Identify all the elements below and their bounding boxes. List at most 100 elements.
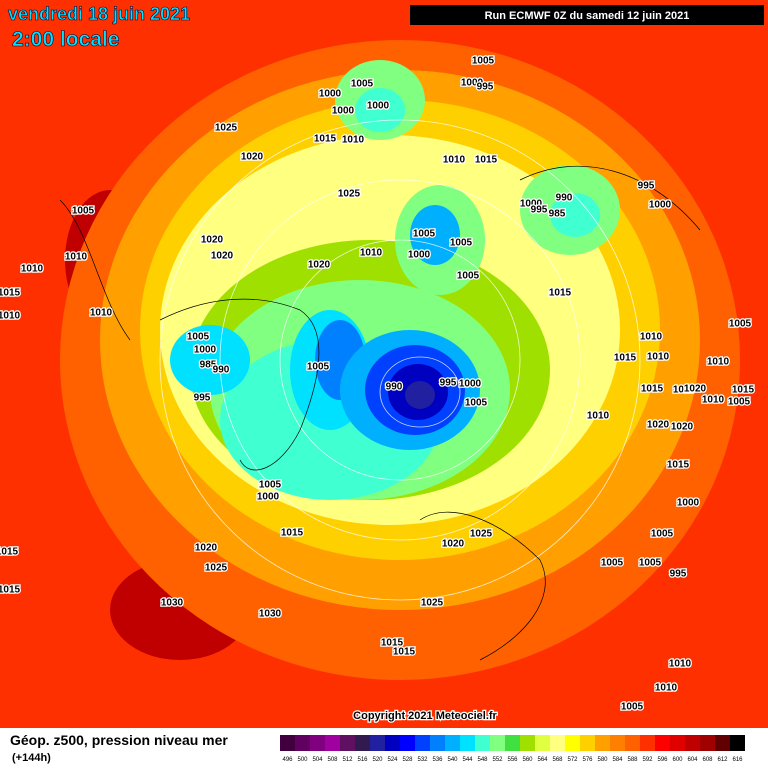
colorbar-swatch <box>370 735 385 751</box>
colorbar-swatch <box>715 735 730 751</box>
isobar-label: 1020 <box>308 260 331 271</box>
isobar-label: 1015 <box>0 288 21 299</box>
isobar-label: 1020 <box>647 420 670 431</box>
isobar-label: 1000 <box>319 89 342 100</box>
colorbar-label: 504 <box>312 757 323 763</box>
colorbar-swatch <box>670 735 685 751</box>
isobar-label: 1010 <box>669 659 692 670</box>
isobar-label: 1030 <box>259 609 282 620</box>
isobar-label: 1000 <box>408 250 431 261</box>
isobar-label: 1010 <box>647 352 670 363</box>
isobar-label: 1010 <box>707 357 730 368</box>
isobar-label: 1015 <box>641 384 664 395</box>
isobar-label: 1015 <box>393 647 416 658</box>
isobar-label: 1000 <box>257 492 280 503</box>
isobar-label: 995 <box>194 393 211 404</box>
colorbar-swatch <box>415 735 430 751</box>
run-info: Run ECMWF 0Z du samedi 12 juin 2021 <box>485 10 690 22</box>
colorbar-label: 552 <box>492 757 503 763</box>
colorbar-label: 584 <box>612 757 623 763</box>
isobar-label: 1010 <box>702 395 725 406</box>
isobar-label: 1020 <box>442 539 465 550</box>
forecast-time: 2:00 locale <box>12 28 119 51</box>
colorbar-swatch <box>310 735 325 751</box>
isobar-label: 1015 <box>281 528 304 539</box>
colorbar-swatch <box>595 735 610 751</box>
isobar-label: 995 <box>440 378 457 389</box>
isobar-label: 1010 <box>640 332 663 343</box>
isobar-label: 1010 <box>655 683 678 694</box>
isobar-label: 995 <box>531 205 548 216</box>
isobar-label: 1015 <box>314 134 337 145</box>
isobar-label: 1010 <box>21 264 44 275</box>
isobar-label: 1000 <box>461 78 484 89</box>
colorbar-label: 528 <box>402 757 413 763</box>
colorbar-label: 516 <box>357 757 368 763</box>
colorbar-label: 588 <box>627 757 638 763</box>
colorbar-label: 512 <box>342 757 353 763</box>
colorbar-swatch <box>445 735 460 751</box>
colorbar-swatch <box>640 735 655 751</box>
colorbar-swatch <box>385 735 400 751</box>
isobar-label: 985 <box>549 209 566 220</box>
colorbar-label: 508 <box>327 757 338 763</box>
isobar-label: 1015 <box>0 547 19 558</box>
forecast-date: vendredi 18 juin 2021 <box>8 4 190 24</box>
colorbar-swatch <box>400 735 415 751</box>
isobar-label: 1005 <box>621 702 644 713</box>
isobar-label: 1025 <box>215 123 238 134</box>
colorbar-label: 556 <box>507 757 518 763</box>
isobar-label: 1005 <box>728 397 751 408</box>
isobar-label: 1015 <box>614 353 637 364</box>
isobar-label: 990 <box>386 382 403 393</box>
colorbar-swatch <box>610 735 625 751</box>
colorbar-label: 496 <box>282 757 293 763</box>
isobar-label: 985 <box>200 360 217 371</box>
colorbar-label: 608 <box>702 757 713 763</box>
isobar-label: 1015 <box>381 638 404 649</box>
colorbar-swatch <box>340 735 355 751</box>
isobar-label: 1005 <box>601 558 624 569</box>
isobar-label: 995 <box>670 569 687 580</box>
isobar-label: 1015 <box>732 385 755 396</box>
isobar-label: 1005 <box>187 332 210 343</box>
isobar-label: 1010 <box>90 308 113 319</box>
colorbar-label: 540 <box>447 757 458 763</box>
isobar-label: 1030 <box>161 598 184 609</box>
isobar-label: 1025 <box>205 563 228 574</box>
isobar-label: 1020 <box>211 251 234 262</box>
isobar-label: 1015 <box>667 460 690 471</box>
colorbar-label: 592 <box>642 757 653 763</box>
colorbar-swatch <box>700 735 715 751</box>
isobar-label: 1015 <box>475 155 498 166</box>
colorbar-label: 576 <box>582 757 593 763</box>
colorbar-label: 568 <box>552 757 563 763</box>
isobar-label: 1005 <box>651 529 674 540</box>
isobar-label: 1005 <box>307 362 330 373</box>
isobar-label: 1005 <box>450 238 473 249</box>
isobar-label: 1010 <box>673 385 696 396</box>
lead-time: (+144h) <box>12 752 51 764</box>
colorbar-label: 536 <box>432 757 443 763</box>
isobar-label: 1000 <box>677 498 700 509</box>
isobar-label: 1000 <box>459 379 482 390</box>
colorbar-swatch <box>730 735 745 751</box>
colorbar-swatch <box>655 735 670 751</box>
isobar-label: 1010 <box>360 248 383 259</box>
isobar-label: 990 <box>556 193 573 204</box>
isobar-label: 1005 <box>72 206 95 217</box>
isobar-label: 1005 <box>639 558 662 569</box>
colorbar-label: 560 <box>522 757 533 763</box>
isobar-label: 1000 <box>649 200 672 211</box>
isobar-label: 1020 <box>671 422 694 433</box>
colorbar-swatch <box>325 735 340 751</box>
isobar-label: 1010 <box>443 155 466 166</box>
colorbar-swatch <box>430 735 445 751</box>
isobar-label: 1025 <box>421 598 444 609</box>
isobar-label: 1005 <box>351 79 374 90</box>
colorbar-swatch <box>625 735 640 751</box>
colorbar-swatch <box>505 735 520 751</box>
map-background <box>0 0 768 728</box>
